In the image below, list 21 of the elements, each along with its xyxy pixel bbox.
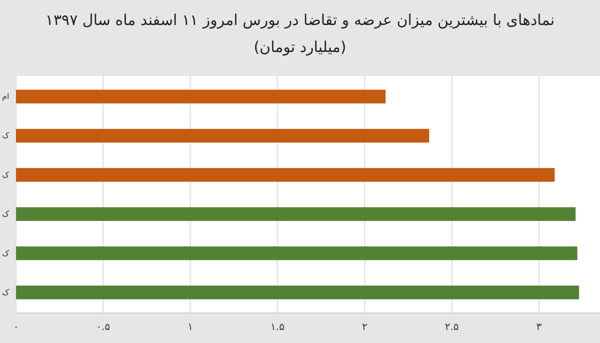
bar <box>16 168 555 182</box>
x-tick-label: ۲.۵ <box>444 322 459 333</box>
y-tick-label: ک <box>2 248 10 258</box>
bar <box>16 246 578 260</box>
bar <box>16 128 430 143</box>
y-tick-label: ک <box>2 210 10 219</box>
x-tick-label: ۳ <box>536 322 542 333</box>
x-tick-label: ۲ <box>362 322 368 333</box>
x-tick-label: ۰.۵ <box>96 322 110 333</box>
bar <box>16 286 580 300</box>
y-tick-label: ک <box>2 288 10 297</box>
bar <box>16 207 576 221</box>
chart-subtitle: (میلیارد تومان) <box>254 38 346 56</box>
chart-title: نمادهای با بیشترین میزان عرضه و تقاضا در بورس امروز ۱۱ اسفند ماه سال ۱۳۹۷ <box>45 11 555 29</box>
y-tick-label: ک <box>2 170 10 180</box>
y-tick-label: ک <box>2 131 10 140</box>
x-tick-label: ۰ <box>13 322 19 333</box>
x-tick-label: ۱.۵ <box>270 322 284 333</box>
bar <box>16 90 386 104</box>
y-tick-label: ام <box>2 92 10 102</box>
x-tick-label: ۱ <box>188 322 194 333</box>
